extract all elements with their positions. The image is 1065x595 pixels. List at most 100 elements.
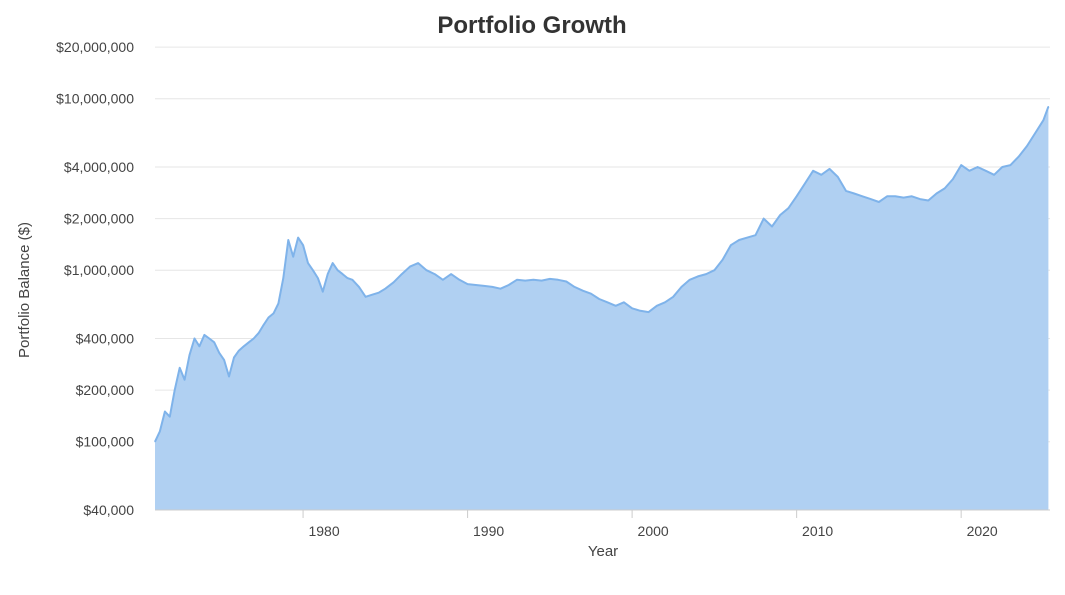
data-point: [722, 259, 724, 261]
data-point: [845, 190, 847, 192]
balance-area-fill: [155, 106, 1049, 510]
data-point: [697, 275, 699, 277]
data-point: [812, 170, 814, 172]
data-point: [828, 168, 831, 170]
data-point: [337, 269, 339, 271]
data-point: [689, 279, 691, 281]
data-point: [639, 310, 641, 312]
data-point: [277, 302, 279, 305]
data-point: [894, 195, 896, 197]
data-point: [623, 301, 625, 303]
data-point: [371, 294, 373, 296]
data-point: [524, 280, 526, 282]
data-point: [358, 286, 360, 288]
data-point: [952, 178, 954, 180]
y-tick-label: $40,000: [83, 502, 134, 518]
data-point: [258, 332, 260, 334]
data-point: [243, 345, 245, 347]
data-point: [458, 279, 460, 281]
data-point: [233, 356, 235, 359]
x-tick-label: 1990: [473, 523, 504, 539]
data-point: [238, 350, 240, 352]
y-tick-label: $4,000,000: [64, 159, 134, 175]
data-point: [598, 298, 600, 300]
data-point: [763, 218, 765, 220]
data-point: [253, 337, 255, 340]
data-point: [159, 430, 161, 432]
data-point: [541, 280, 543, 282]
data-point: [878, 201, 880, 203]
data-point: [393, 281, 395, 283]
data-point: [549, 278, 551, 280]
data-point: [378, 292, 380, 294]
y-tick-label: $10,000,000: [56, 91, 134, 107]
data-point: [267, 316, 270, 319]
data-point: [779, 214, 781, 216]
data-point: [911, 195, 913, 197]
data-point: [312, 269, 314, 271]
x-axis-label: Year: [588, 543, 618, 560]
data-point: [870, 198, 872, 200]
axes: $40,000 $100,000 $200,000 $400,000 $1,000,00…: [56, 39, 1050, 539]
data-point: [606, 301, 609, 303]
data-point: [1042, 119, 1044, 121]
data-point: [346, 277, 349, 279]
x-tick-label: 2020: [967, 523, 998, 539]
data-point: [287, 239, 289, 241]
data-point: [164, 410, 166, 413]
data-point: [193, 337, 196, 340]
data-point: [425, 269, 428, 271]
data-point: [282, 277, 284, 279]
data-point: [582, 290, 584, 292]
data-point: [1026, 145, 1028, 147]
data-point: [322, 291, 324, 293]
data-point: [754, 234, 757, 236]
data-point: [450, 273, 452, 275]
data-point: [590, 293, 592, 295]
data-point: [713, 269, 716, 271]
data-point: [409, 266, 411, 268]
data-point: [292, 256, 294, 258]
data-point: [985, 170, 987, 172]
y-tick-label: $2,000,000: [64, 211, 134, 227]
data-point: [263, 324, 265, 326]
data-point: [184, 379, 186, 381]
data-point: [861, 195, 864, 197]
data-point: [228, 375, 230, 378]
data-point: [174, 389, 176, 391]
data-point: [1034, 132, 1036, 134]
data-point: [499, 288, 502, 290]
data-point: [787, 207, 790, 209]
data-point: [516, 279, 518, 281]
data-point: [401, 273, 403, 275]
y-tick-label: $200,000: [76, 382, 135, 398]
data-point: [944, 187, 946, 189]
data-point: [442, 279, 444, 281]
data-point: [317, 277, 319, 279]
data-point: [218, 352, 220, 354]
data-point: [467, 283, 469, 285]
data-point: [573, 286, 576, 288]
chart-title: Portfolio Growth: [437, 12, 626, 39]
data-point: [208, 337, 210, 340]
data-point: [680, 286, 683, 288]
y-axis-label: Portfolio Balance ($): [16, 222, 33, 358]
data-point: [796, 195, 798, 197]
x-tick-label: 1980: [308, 523, 339, 539]
data-point: [327, 273, 329, 275]
data-point: [1018, 156, 1020, 158]
data-point: [935, 192, 938, 195]
data-point: [332, 262, 334, 264]
data-point: [631, 307, 633, 309]
data-point: [532, 279, 535, 281]
data-point: [615, 305, 617, 307]
data-point: [417, 262, 419, 264]
data-point: [886, 195, 888, 197]
data-point: [960, 164, 962, 166]
data-point: [977, 166, 979, 168]
data-point: [837, 176, 839, 178]
data-point: [365, 296, 367, 298]
data-point: [475, 284, 477, 286]
